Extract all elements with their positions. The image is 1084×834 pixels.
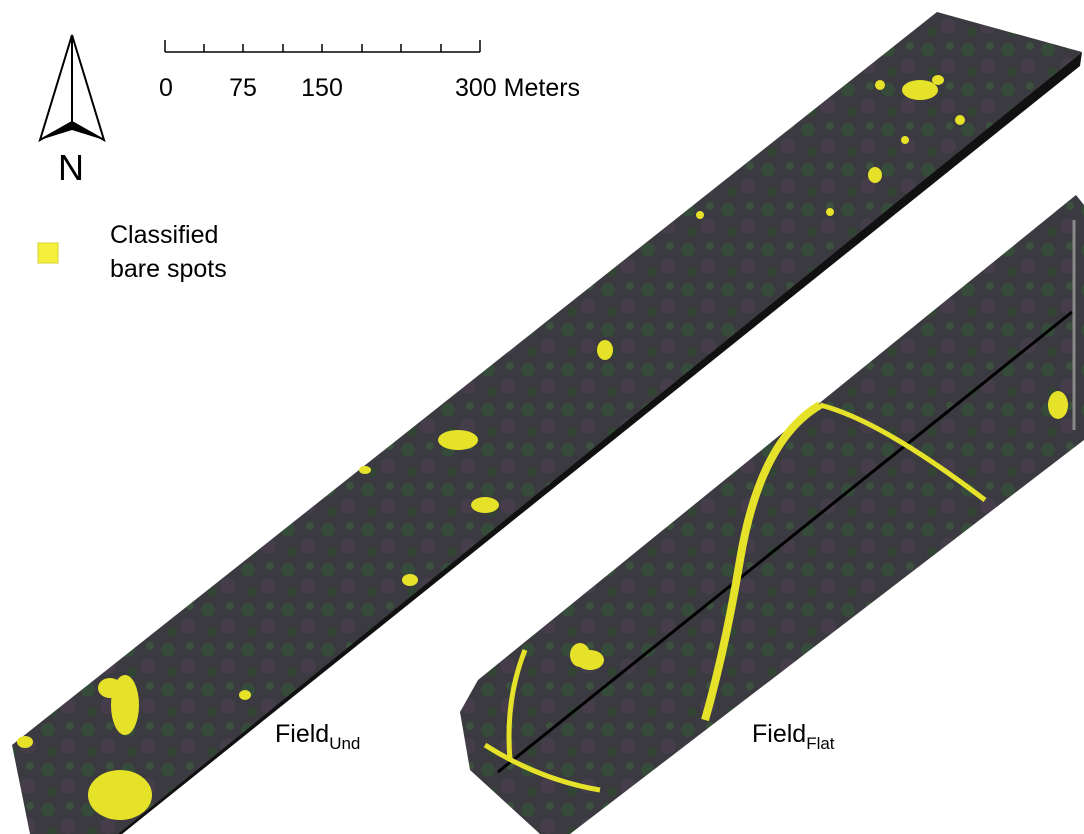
field-name: Field bbox=[752, 720, 806, 748]
scale-label: 300 Meters bbox=[455, 74, 580, 102]
north-label: N bbox=[58, 147, 84, 188]
field-name: Field bbox=[275, 720, 329, 748]
field-label: FieldUnd bbox=[275, 720, 360, 753]
scale-label: 75 bbox=[229, 74, 257, 102]
legend-swatch bbox=[38, 243, 58, 263]
field-subscript: Flat bbox=[806, 734, 835, 753]
field-label: FieldFlat bbox=[752, 720, 835, 753]
legend-label: bare spots bbox=[110, 255, 227, 283]
field-subscript: Und bbox=[329, 734, 360, 753]
scale-label: 150 bbox=[301, 74, 343, 102]
scale-bar bbox=[165, 40, 480, 52]
scale-label: 0 bbox=[159, 74, 173, 102]
map: N 0 75 150 300 Meters Classified bare sp… bbox=[0, 0, 1084, 834]
legend-label: Classified bbox=[110, 221, 218, 249]
north-arrow: N bbox=[40, 35, 104, 188]
